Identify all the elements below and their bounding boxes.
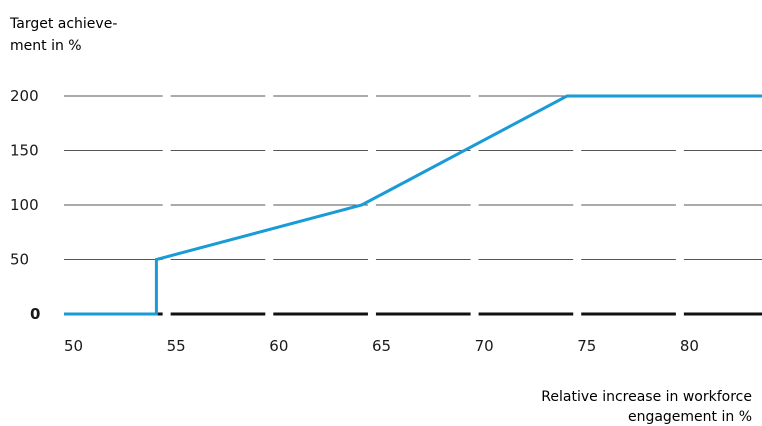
x-tick-label: 50 — [64, 337, 83, 355]
y-tick-label: 100 — [10, 196, 39, 214]
x-tick-label: 60 — [269, 337, 288, 355]
x-tick-label: 70 — [475, 337, 494, 355]
series-group — [64, 94, 762, 316]
y-tick-label: 50 — [10, 251, 29, 269]
x-tick-label: 65 — [372, 337, 391, 355]
x-axis-title-line-2: engagement in % — [628, 409, 752, 425]
y-axis-title-line-2: ment in % — [10, 38, 82, 54]
y-tick-label: 200 — [10, 87, 39, 105]
y-axis-title-line-1: Target achieve- — [9, 16, 117, 32]
x-tick-label: 75 — [577, 337, 596, 355]
x-tick-labels: 50 55 60 65 70 75 80 — [64, 337, 699, 355]
series-line — [64, 94, 762, 316]
y-tick-label: 0 — [30, 305, 40, 323]
x-tick-label: 80 — [680, 337, 699, 355]
y-tick-label: 150 — [10, 142, 39, 160]
x-tick-label: 55 — [167, 337, 186, 355]
y-tick-labels: 0 50 100 150 200 — [10, 87, 40, 323]
x-axis-title-line-1: Relative increase in workforce — [541, 389, 752, 405]
grid-lines — [64, 95, 762, 316]
